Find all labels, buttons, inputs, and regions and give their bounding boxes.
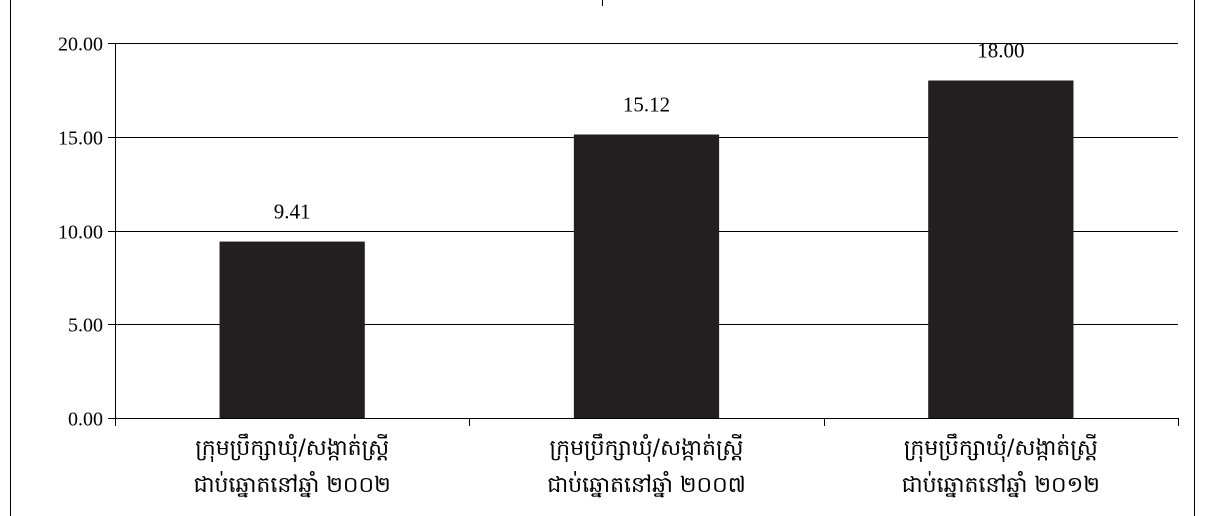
bar-layer [219,80,1074,418]
x-category-label: ជាប់ឆ្នោតនៅឆ្នាំ ២០០២ [194,471,391,498]
bar [219,241,365,418]
x-category-label: ជាប់ឆ្នោតនៅឆ្នាំ ២០១២ [902,471,1100,498]
x-category-label: ក្រុមប្រឹក្សាឃុំ/សង្កាត់ស្ត្រី [195,433,389,462]
data-label: 15.12 [623,93,670,117]
y-tick-label: 10.00 [58,222,103,244]
data-label: 18.00 [977,39,1024,63]
y-tick-label: 20.00 [58,34,103,56]
bar [928,80,1074,418]
x-category-label: ក្រុមប្រឹក្សាឃុំ/សង្កាត់ស្ត្រី [904,433,1098,462]
label-layer: 9.41 ក្រុមប្រឹក្សាឃុំ/សង្កាត់ស្ត្រីជាប់ឆ្… [194,39,1100,499]
y-tick-label: 15.00 [58,128,103,150]
y-tick-label: 5.00 [68,315,103,337]
x-category-label: ក្រុមប្រឹក្សាឃុំ/សង្កាត់ស្ត្រី [550,433,744,462]
data-label: 9.41 [274,200,311,224]
x-category-label: ជាប់ឆ្នោតនៅឆ្នាំ ២០០៧ [547,471,746,498]
axis-layer: 0.00 5.00 10.00 15.00 20.00 [58,34,1179,431]
y-tick-label: 0.00 [68,409,103,431]
bar [573,134,720,418]
